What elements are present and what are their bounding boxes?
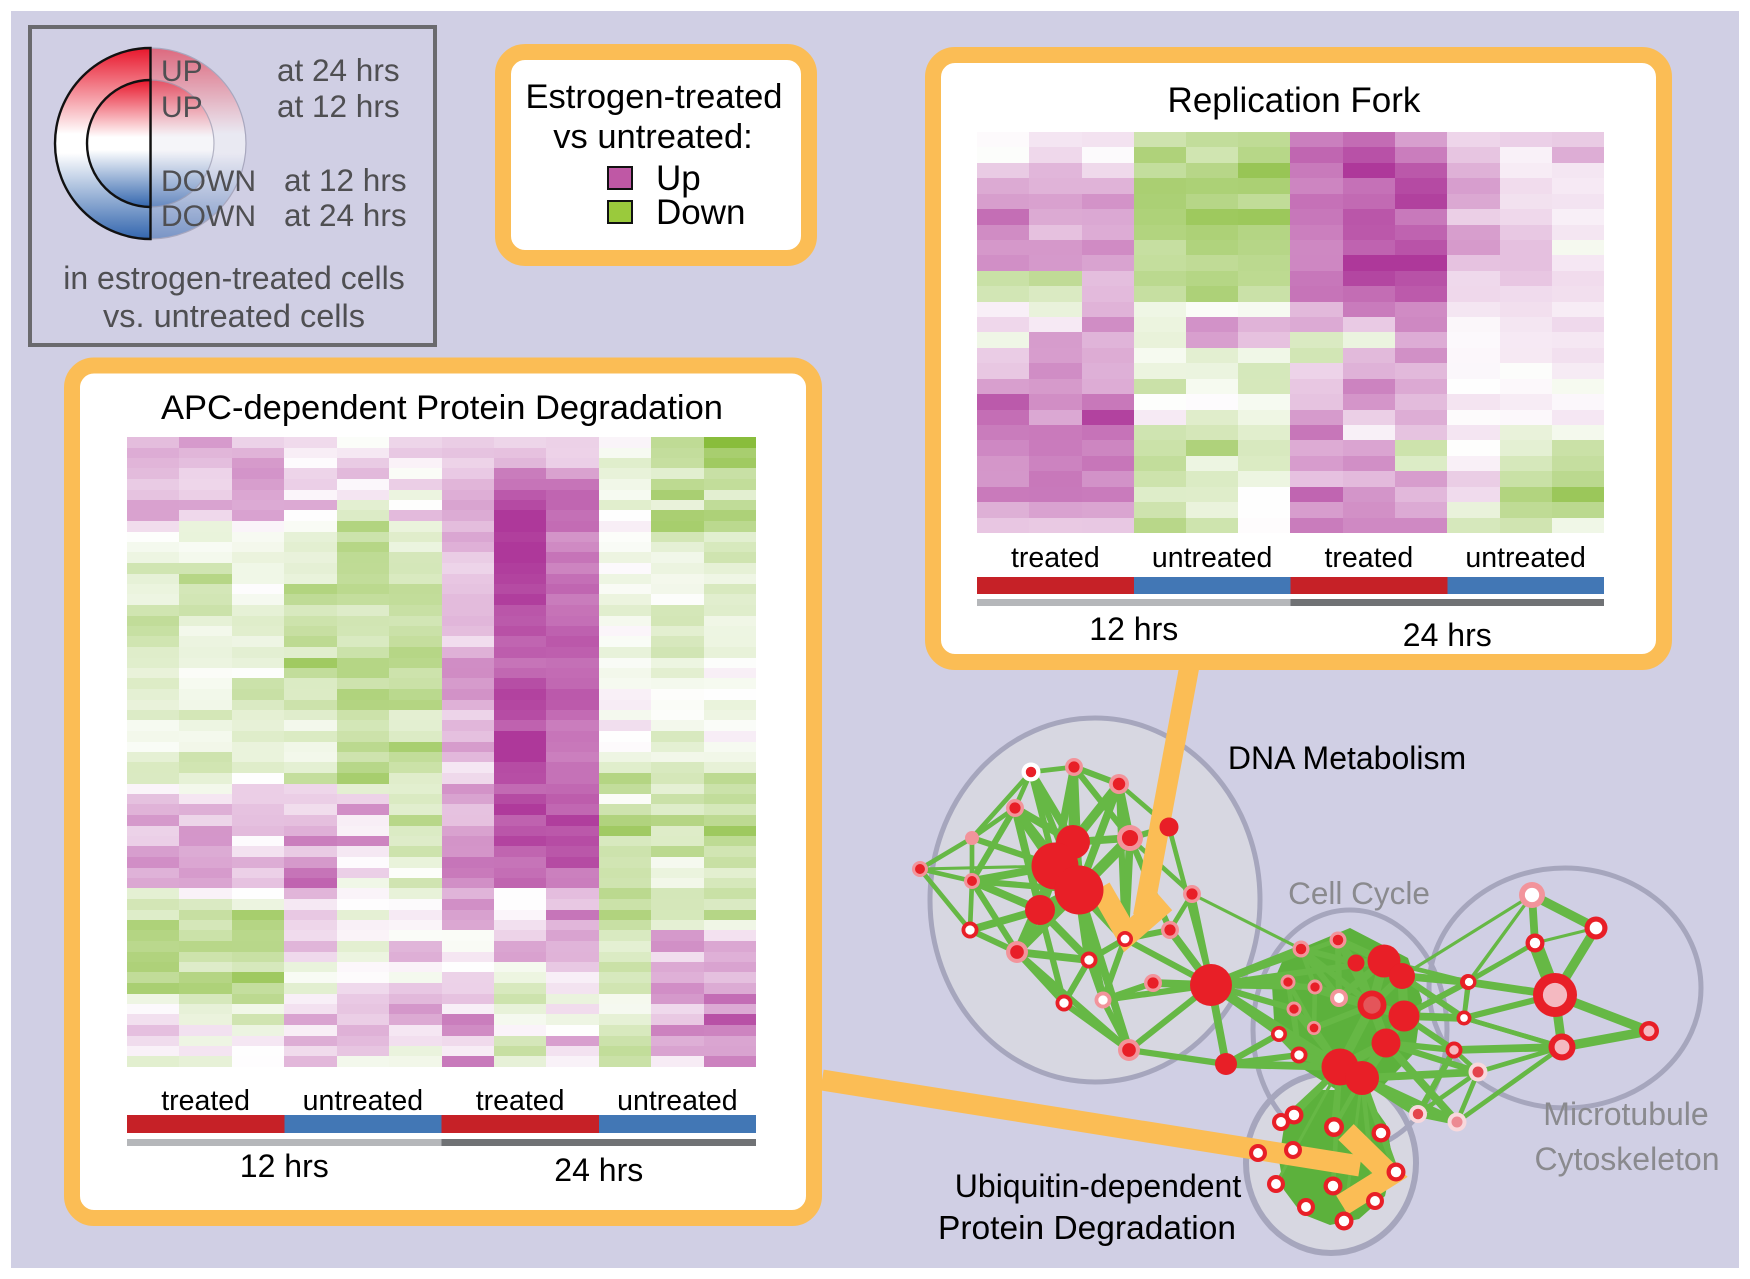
svg-text:untreated: untreated xyxy=(617,1085,737,1117)
svg-text:Estrogen-treated: Estrogen-treated xyxy=(526,78,783,116)
svg-text:in estrogen-treated cells: in estrogen-treated cells xyxy=(63,260,405,296)
svg-text:24 hrs: 24 hrs xyxy=(1403,617,1492,653)
svg-text:Up: Up xyxy=(656,159,701,198)
svg-text:untreated: untreated xyxy=(1465,542,1585,574)
svg-text:at 24 hrs: at 24 hrs xyxy=(284,197,407,233)
svg-text:vs. untreated cells: vs. untreated cells xyxy=(103,298,365,334)
svg-text:at 12 hrs: at 12 hrs xyxy=(284,162,407,198)
svg-text:Cell Cycle: Cell Cycle xyxy=(1288,875,1430,911)
svg-text:treated: treated xyxy=(161,1085,250,1117)
svg-text:Protein Degradation: Protein Degradation xyxy=(938,1210,1236,1247)
svg-text:untreated: untreated xyxy=(303,1085,423,1117)
svg-text:APC-dependent Protein Degradat: APC-dependent Protein Degradation xyxy=(161,389,723,427)
svg-text:at 24 hrs: at 24 hrs xyxy=(277,52,400,88)
svg-text:Down: Down xyxy=(656,193,745,232)
svg-text:Ubiquitin-dependent: Ubiquitin-dependent xyxy=(955,1168,1242,1204)
svg-text:12 hrs: 12 hrs xyxy=(240,1148,329,1184)
svg-text:Replication Fork: Replication Fork xyxy=(1168,81,1421,120)
svg-text:at 12 hrs: at 12 hrs xyxy=(277,88,400,124)
svg-text:24 hrs: 24 hrs xyxy=(554,1152,643,1188)
svg-text:DOWN: DOWN xyxy=(161,200,256,233)
svg-text:untreated: untreated xyxy=(1152,542,1272,574)
svg-text:DOWN: DOWN xyxy=(161,165,256,198)
svg-text:treated: treated xyxy=(476,1085,565,1117)
svg-text:treated: treated xyxy=(1325,542,1414,574)
svg-text:DNA Metabolism: DNA Metabolism xyxy=(1228,740,1466,776)
svg-text:vs untreated:: vs untreated: xyxy=(553,118,752,156)
svg-text:UP: UP xyxy=(161,55,203,88)
svg-text:Cytoskeleton: Cytoskeleton xyxy=(1535,1141,1720,1177)
svg-text:UP: UP xyxy=(161,91,203,124)
svg-text:Microtubule: Microtubule xyxy=(1543,1096,1708,1132)
svg-text:12 hrs: 12 hrs xyxy=(1089,611,1178,647)
svg-text:treated: treated xyxy=(1011,542,1100,574)
